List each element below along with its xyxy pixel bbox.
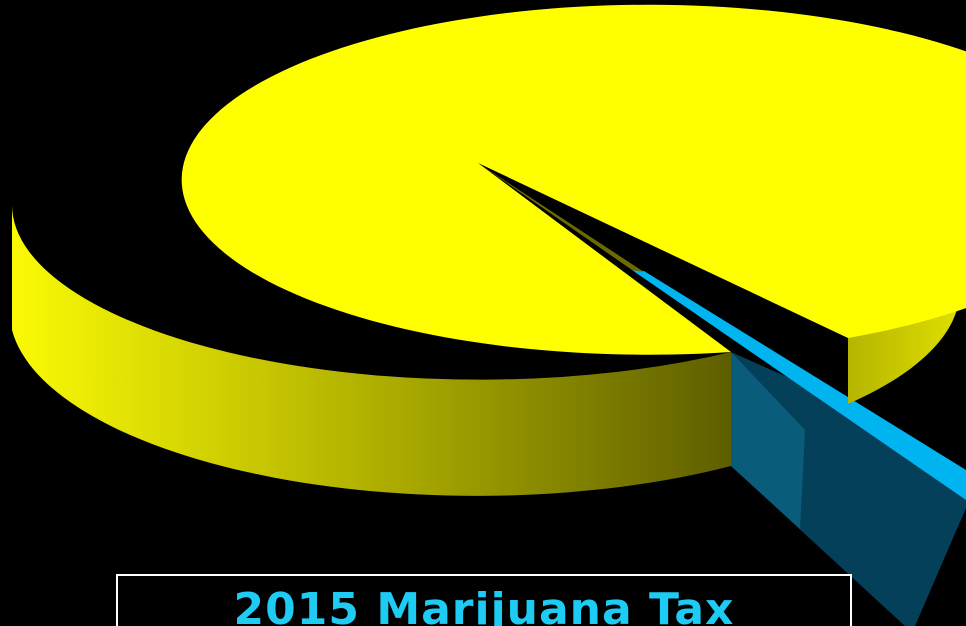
pie-slice-2 <box>632 270 966 500</box>
pie-slice-1 <box>181 4 966 355</box>
pie-notch-shadow <box>478 163 644 272</box>
chart-title-box: 2015 Marijuana Tax <box>116 574 852 626</box>
chart-title: 2015 Marijuana Tax <box>233 584 735 626</box>
pie-layer <box>12 4 966 626</box>
pie-slice-side-2b <box>731 352 805 529</box>
pie-slice-side-1 <box>12 205 731 496</box>
